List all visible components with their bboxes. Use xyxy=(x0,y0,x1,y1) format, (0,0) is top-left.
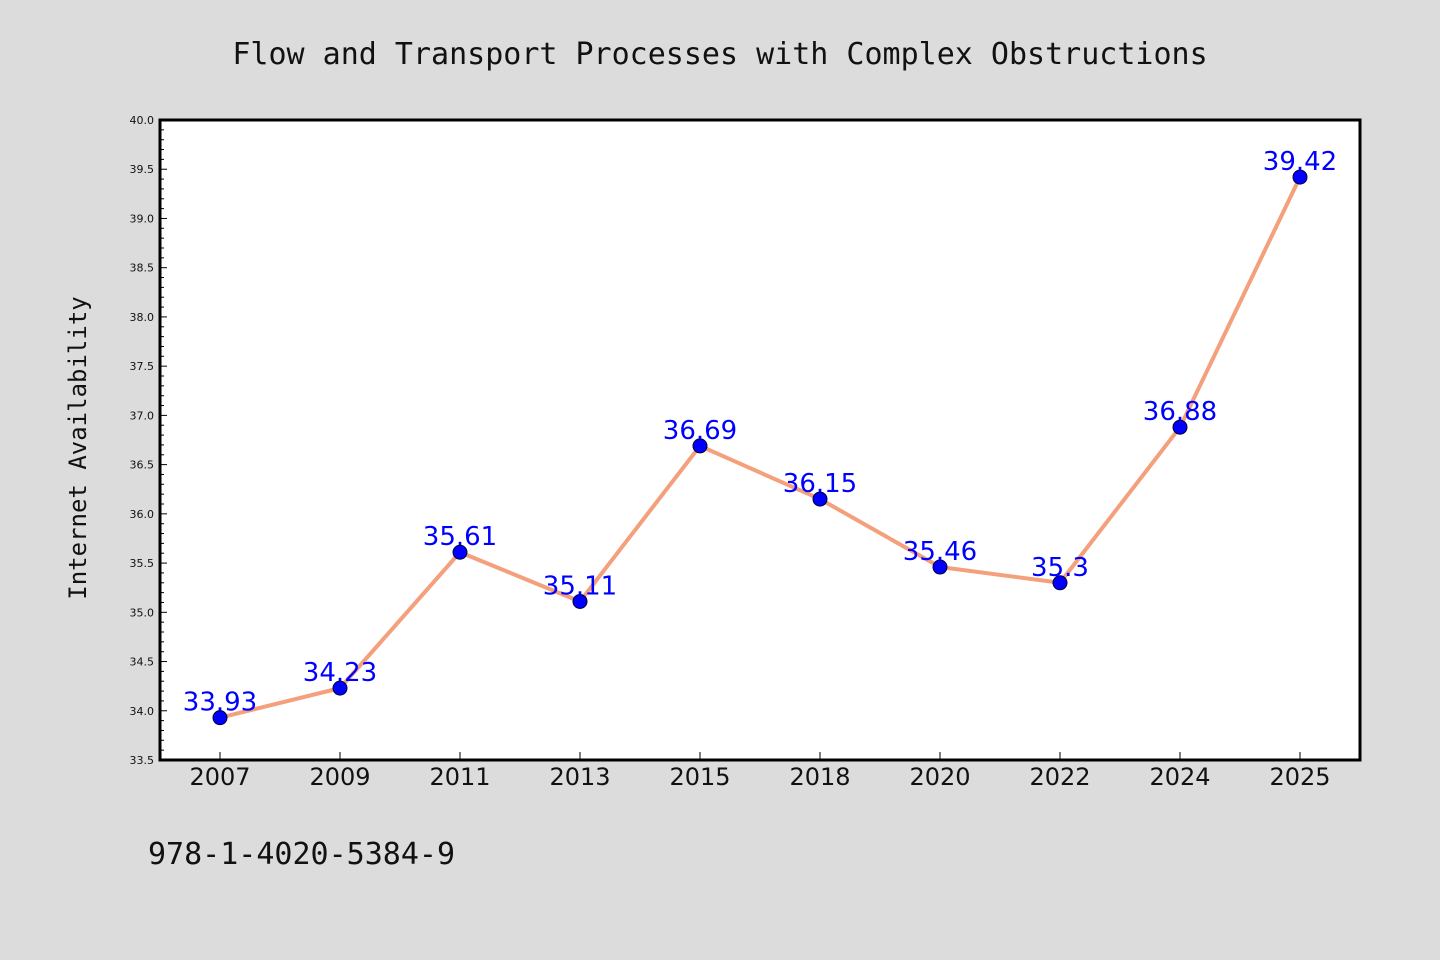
data-point xyxy=(932,559,948,575)
y-tick-label: 34.0 xyxy=(130,705,155,718)
plot-frame xyxy=(158,118,1362,762)
chart-title: Flow and Transport Processes with Comple… xyxy=(232,37,1207,72)
data-label: 35.46 xyxy=(903,537,977,567)
y-tick-label: 34.5 xyxy=(130,656,155,669)
y-tick-label: 40.0 xyxy=(130,114,155,127)
x-tick-label: 2009 xyxy=(309,763,370,791)
data-label: 36.15 xyxy=(783,469,857,499)
data-point xyxy=(1292,169,1308,185)
plot-area xyxy=(160,120,1360,760)
y-tick-label: 37.5 xyxy=(130,360,155,373)
series-line-group xyxy=(212,169,1308,726)
y-tick-label: 36.5 xyxy=(130,459,155,472)
y-tick-label: 38.5 xyxy=(130,262,155,275)
y-tick-label: 35.0 xyxy=(130,606,155,619)
y-tick-label: 33.5 xyxy=(130,754,155,767)
data-point xyxy=(1052,575,1068,591)
data-point xyxy=(572,593,588,609)
x-axis: 2007 2009 2011 2013 2015 2018 2020 2022 2024 2025 xyxy=(189,752,1331,791)
data-label: 34.23 xyxy=(303,658,377,688)
data-label: 39.42 xyxy=(1263,147,1337,177)
x-tick-label: 2007 xyxy=(189,763,250,791)
data-label: 36.88 xyxy=(1143,397,1217,427)
x-tick-label: 2013 xyxy=(549,763,610,791)
x-tick-label: 2011 xyxy=(429,763,490,791)
y-axis-label: Internet Availability xyxy=(64,296,92,599)
x-tick-label: 2015 xyxy=(669,763,730,791)
footer-isbn: 978-1-4020-5384-9 xyxy=(148,837,455,872)
data-labels: 33.93 34.23 35.61 35.11 36.69 36.15 35.46 35.3 3… xyxy=(183,147,1337,718)
data-label: 33.93 xyxy=(183,688,257,718)
data-label: 35.11 xyxy=(543,571,617,601)
x-tick-label: 2025 xyxy=(1269,763,1330,791)
data-point xyxy=(812,491,828,507)
data-label: 35.3 xyxy=(1031,553,1089,583)
y-tick-label: 35.5 xyxy=(130,557,155,570)
y-tick-label: 38.0 xyxy=(130,311,155,324)
y-tick-label: 39.5 xyxy=(130,163,155,176)
series-line xyxy=(218,175,1302,720)
data-point xyxy=(212,710,228,726)
data-label: 36.69 xyxy=(663,416,737,446)
x-tick-label: 2024 xyxy=(1149,763,1210,791)
data-point xyxy=(692,438,708,454)
y-tick-label: 39.0 xyxy=(130,212,155,225)
x-tick-label: 2022 xyxy=(1029,763,1090,791)
x-tick-label: 2018 xyxy=(789,763,850,791)
y-tick-label: 37.0 xyxy=(130,409,155,422)
y-tick-label: 36.0 xyxy=(130,508,155,521)
x-tick-label: 2020 xyxy=(909,763,970,791)
y-axis: 33.5 34.0 34.5 35.0 35.5 36.0 36.5 37.0 37.5 38.0… xyxy=(130,114,167,767)
data-point xyxy=(452,544,468,560)
data-point xyxy=(332,680,348,696)
data-point xyxy=(1172,419,1188,435)
data-label: 35.61 xyxy=(423,522,497,552)
